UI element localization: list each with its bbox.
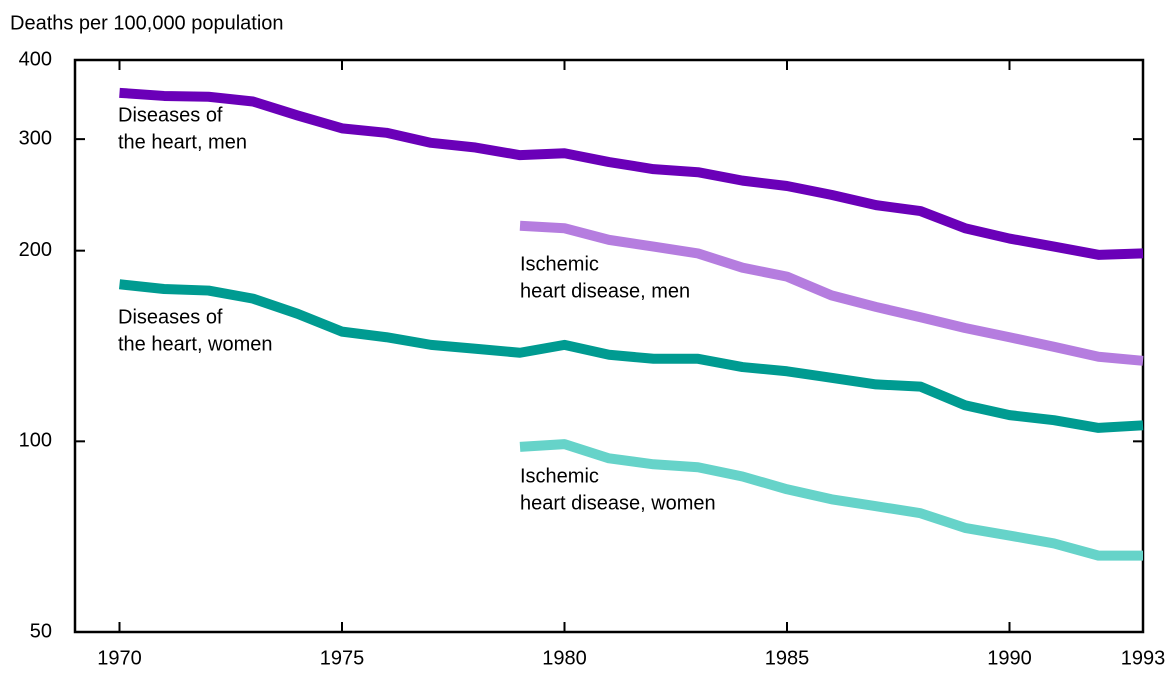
x-tick-label: 1990 bbox=[987, 647, 1032, 669]
series-label: Diseases of bbox=[118, 104, 223, 126]
series-line bbox=[118, 279, 1144, 433]
y-tick-label: 300 bbox=[19, 127, 52, 149]
series-label: Ischemic bbox=[520, 253, 599, 275]
x-tick-label: 1985 bbox=[765, 647, 810, 669]
series-label: Diseases of bbox=[118, 306, 223, 328]
series-label: the heart, women bbox=[118, 333, 273, 355]
series-label: the heart, men bbox=[118, 131, 247, 153]
y-tick-label: 100 bbox=[19, 430, 52, 452]
y-tick-label: 50 bbox=[30, 620, 52, 642]
series-line bbox=[519, 220, 1144, 366]
y-tick-label: 400 bbox=[19, 48, 52, 70]
y-tick-label: 200 bbox=[19, 239, 52, 261]
series-label: heart disease, men bbox=[520, 280, 690, 302]
series-line bbox=[119, 87, 1144, 260]
y-axis-label: Deaths per 100,000 population bbox=[10, 12, 284, 34]
series-label: Ischemic bbox=[520, 465, 599, 487]
series-label: heart disease, women bbox=[520, 492, 716, 514]
series-line bbox=[519, 439, 1143, 561]
x-tick-label: 1993 bbox=[1121, 647, 1166, 669]
x-tick-label: 1970 bbox=[97, 647, 142, 669]
plot-frame bbox=[73, 58, 1145, 634]
x-tick-label: 1980 bbox=[542, 647, 587, 669]
x-tick-label: 1975 bbox=[320, 647, 365, 669]
